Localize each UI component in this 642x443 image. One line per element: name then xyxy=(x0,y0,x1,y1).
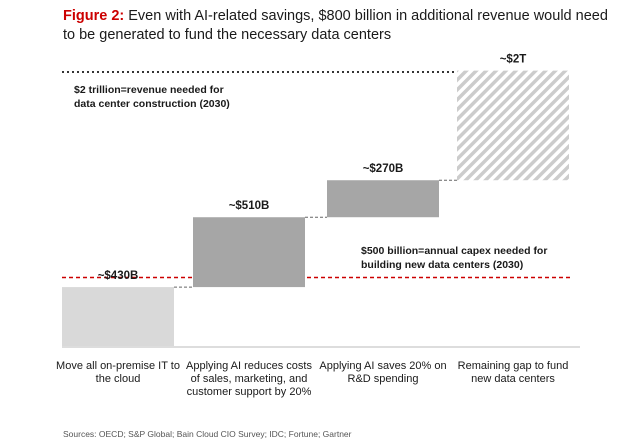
category-label-4: Remaining gap to fund new data centers xyxy=(457,360,569,385)
value-label-1: ~$430B xyxy=(98,270,139,282)
chart-title-text: Even with AI-related savings, $800 billi… xyxy=(63,8,608,43)
value-label-4: ~$2T xyxy=(500,54,527,66)
annotation-500b: $500 billion=annual capex needed for buil… xyxy=(361,245,547,271)
bar-1 xyxy=(62,287,174,346)
annotation-2t: $2 trillion=revenue needed for data cente… xyxy=(74,84,230,110)
category-label-2: Applying AI reduces costs of sales, mark… xyxy=(186,360,312,398)
bar-4 xyxy=(457,70,569,181)
value-label-2: ~$510B xyxy=(229,200,270,212)
figure-number: Figure 2: xyxy=(63,8,125,24)
category-label-3: Applying AI saves 20% on R&D spending xyxy=(319,360,447,385)
bar-2 xyxy=(193,217,305,288)
bar-3 xyxy=(327,180,439,218)
value-label-3: ~$270B xyxy=(363,163,404,175)
category-label-1: Move all on-premise IT to the cloud xyxy=(56,360,180,385)
source-note: Sources: OECD; S&P Global; Bain Cloud CI… xyxy=(63,429,352,439)
chart-title: Figure 2: Even with AI-related savings, … xyxy=(63,7,623,45)
